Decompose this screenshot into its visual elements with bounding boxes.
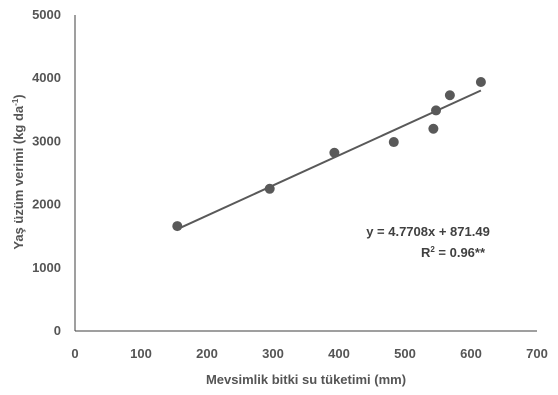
- x-tick-label: 400: [328, 346, 350, 361]
- x-tick-label: 700: [526, 346, 548, 361]
- x-axis-title: Mevsimlik bitki su tüketimi (mm): [206, 372, 406, 387]
- y-tick-label: 2000: [32, 197, 61, 212]
- x-tick-label: 500: [394, 346, 416, 361]
- x-tick-label: 0: [71, 346, 78, 361]
- axes: [74, 15, 537, 332]
- data-point: [329, 147, 340, 158]
- data-points: [172, 76, 486, 232]
- data-point: [264, 183, 275, 194]
- y-axis-title-main: Yaş üzüm verimi (kg da: [11, 105, 26, 250]
- y-axis-title-superscript: -1: [11, 98, 20, 106]
- x-axis-ticks: 0 100 200 300 400 500 600 700: [71, 346, 547, 361]
- data-point: [475, 76, 486, 87]
- data-point: [388, 137, 399, 148]
- y-tick-label: 1000: [32, 260, 61, 275]
- x-tick-label: 200: [196, 346, 218, 361]
- data-point: [444, 90, 455, 101]
- regression-equation: y = 4.7708x + 871.49: [366, 224, 490, 239]
- trendline: [176, 89, 482, 231]
- r-squared-prefix: R: [421, 245, 431, 260]
- data-point: [172, 221, 183, 232]
- data-point: [428, 123, 439, 134]
- y-tick-label: 3000: [32, 133, 61, 148]
- r-squared-superscript: 2: [430, 245, 435, 254]
- y-axis-title-close: ): [11, 94, 26, 98]
- data-point: [431, 105, 442, 116]
- r-squared-value: = 0.96**: [435, 245, 486, 260]
- y-tick-label: 0: [54, 323, 61, 338]
- x-tick-label: 300: [262, 346, 284, 361]
- y-tick-label: 5000: [32, 7, 61, 22]
- y-axis-ticks: 0 1000 2000 3000 4000 5000: [32, 7, 61, 338]
- y-tick-label: 4000: [32, 70, 61, 85]
- y-axis-title: Yaş üzüm verimi (kg da-1): [11, 94, 26, 249]
- x-tick-label: 600: [460, 346, 482, 361]
- r-squared-label: R2 = 0.96**: [421, 245, 486, 260]
- x-tick-label: 100: [130, 346, 152, 361]
